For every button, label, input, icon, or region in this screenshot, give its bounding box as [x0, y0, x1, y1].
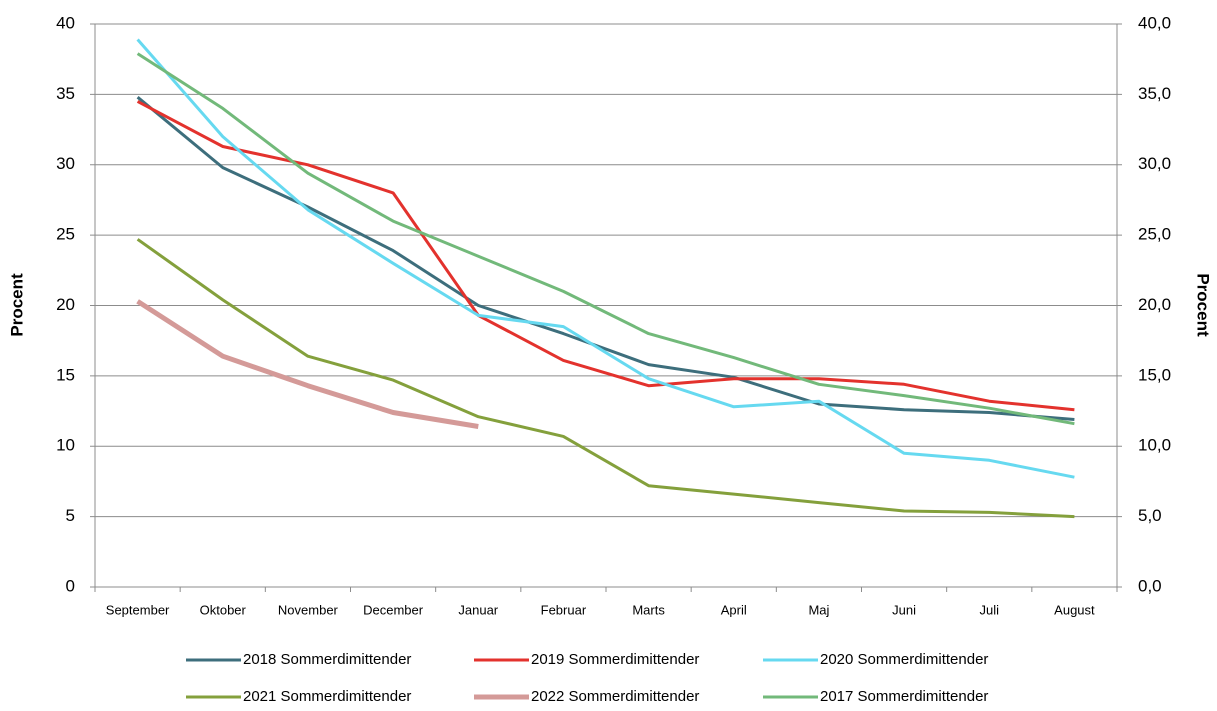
x-tick-label: August: [1054, 602, 1095, 617]
y2-tick-label: 20,0: [1138, 295, 1171, 314]
y-tick-label: 35: [56, 84, 75, 103]
y-tick-label: 20: [56, 295, 75, 314]
x-tick-label: December: [363, 602, 424, 617]
series-line: [136, 96, 1075, 421]
y2-tick-label: 30,0: [1138, 154, 1171, 173]
y2-tick-label: 10,0: [1138, 436, 1171, 455]
series-line: [136, 38, 1075, 479]
y-axis-label: Procent: [7, 273, 26, 337]
legend-label: 2019 Sommerdimittender: [531, 651, 699, 668]
y-tick-label: 10: [56, 436, 75, 455]
x-tick-label: November: [278, 602, 339, 617]
legend-label: 2018 Sommerdimittender: [243, 651, 411, 668]
y-tick-label: 40: [56, 13, 75, 32]
y2-tick-label: 15,0: [1138, 365, 1171, 384]
x-tick-label: Februar: [541, 602, 587, 617]
y-tick-label: 5: [66, 506, 75, 525]
y2-tick-label: 25,0: [1138, 225, 1171, 244]
legend-label: 2021 Sommerdimittender: [243, 688, 411, 705]
x-tick-label: September: [106, 602, 170, 617]
legend-label: 2020 Sommerdimittender: [820, 651, 988, 668]
series-line: [136, 238, 1075, 519]
y-tick-label: 25: [56, 225, 75, 244]
y2-tick-label: 0,0: [1138, 576, 1162, 595]
legend-label: 2017 Sommerdimittender: [820, 688, 988, 705]
y2-tick-label: 5,0: [1138, 506, 1162, 525]
series-line: [136, 100, 1075, 412]
y-tick-label: 0: [66, 576, 75, 595]
series-line: [136, 52, 1075, 426]
legend-label: 2022 Sommerdimittender: [531, 688, 699, 705]
x-tick-label: Juli: [979, 602, 999, 617]
series-line: [136, 299, 479, 429]
y-tick-label: 30: [56, 154, 75, 173]
x-tick-label: Oktober: [200, 602, 247, 617]
y2-tick-label: 40,0: [1138, 13, 1171, 32]
y2-axis-label: Procent: [1194, 273, 1213, 337]
x-tick-label: April: [721, 602, 747, 617]
x-tick-label: Juni: [892, 602, 916, 617]
y-tick-label: 15: [56, 365, 75, 384]
x-tick-label: Marts: [632, 602, 665, 617]
y2-tick-label: 35,0: [1138, 84, 1171, 103]
x-tick-label: Januar: [458, 602, 498, 617]
x-tick-label: Maj: [808, 602, 829, 617]
